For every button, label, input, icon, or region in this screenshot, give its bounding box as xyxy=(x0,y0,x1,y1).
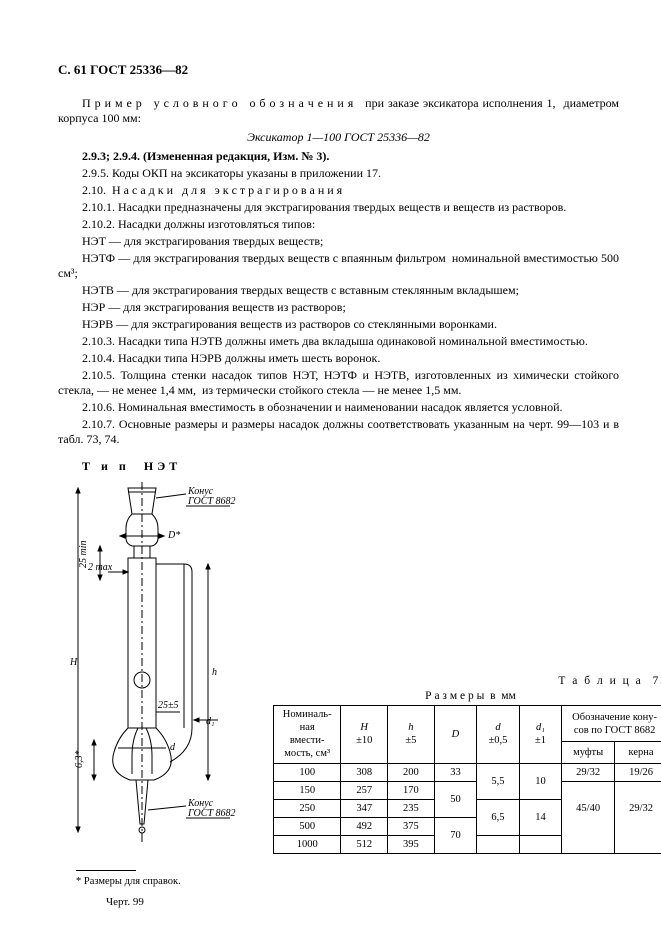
fig-dim-25min: 25 min xyxy=(78,541,89,569)
para-12: 2.10.5. Толщина стенки насадок типов НЭТ… xyxy=(58,368,619,398)
table-column: Т а б л и ц а 73 Р а з м е р ы в мм Номи… xyxy=(273,674,661,854)
dimensions-table: Номиналь- ная вмести- мость, см³ H ±10 h… xyxy=(273,705,661,854)
col-mufty: муфты xyxy=(562,742,615,763)
col-h: h ±5 xyxy=(388,706,435,764)
para-6: НЭТФ — для экстрагирования твердых вещес… xyxy=(58,251,619,281)
col-d1: d₁ ±1 xyxy=(519,706,562,764)
figure-caption: Черт. 99 xyxy=(106,896,263,910)
body-text: П р и м е р у с л о в н о г о о б о з н … xyxy=(58,96,619,447)
fig-dim-d: d xyxy=(170,742,176,753)
example-lead: П р и м е р у с л о в н о г о о б о з н … xyxy=(58,96,619,126)
fig-gost-bot: ГОСТ 8682 xyxy=(187,808,236,819)
table-row: 100 308 200 33 5,5 10 29/32 19/26 xyxy=(274,763,661,781)
footnote-text: * Размеры для справок. xyxy=(76,875,263,888)
col-kerna: керна xyxy=(615,742,661,763)
example-designation: Эксикатор 1—100 ГОСТ 25336—82 xyxy=(58,130,619,145)
para-0: 2.9.3; 2.9.4. (Измененная редакция, Изм.… xyxy=(58,149,619,164)
fig-dim-25pm: 25±5 xyxy=(158,700,179,711)
fig-dim-D: D* xyxy=(167,530,180,541)
apparatus-drawing: Конус ГОСТ 8682 D* xyxy=(58,480,263,870)
figure-column: Т и п НЭТ Конус ГОСТ 8682 xyxy=(58,459,263,910)
lower-region: Т и п НЭТ Конус ГОСТ 8682 xyxy=(58,459,619,929)
fig-gost-top: ГОСТ 8682 xyxy=(187,496,236,507)
fig-dim-d1: d₁ xyxy=(206,716,214,727)
para-11: 2.10.4. Насадки типа НЭРВ должны иметь ш… xyxy=(58,351,619,366)
para-13: 2.10.6. Номинальная вместимость в обозна… xyxy=(58,400,619,415)
fig-dim-h: h xyxy=(212,667,217,678)
para-7: НЭТВ — для экстрагирования твердых вещес… xyxy=(58,283,619,298)
fig-dim-63: 6,3* xyxy=(74,751,85,769)
para-10: 2.10.3. Насадки типа НЭТВ должны иметь д… xyxy=(58,334,619,349)
para-5: НЭТ — для экстрагирования твердых вещест… xyxy=(58,234,619,249)
footnote-rule xyxy=(76,870,136,873)
figure-type-label: Т и п НЭТ xyxy=(82,459,263,474)
col-d: d ±0,5 xyxy=(477,706,520,764)
para-1: 2.9.5. Коды ОКП на эксикаторы указаны в … xyxy=(58,166,619,181)
table-number: Т а б л и ц а 73 xyxy=(558,674,661,688)
page-header: С. 61 ГОСТ 25336—82 xyxy=(58,62,619,78)
page: { "header": "С. 61 ГОСТ 25336—82", "intr… xyxy=(0,0,661,936)
col-group-cones: Обозначение кону- сов по ГОСТ 8682 xyxy=(562,706,661,742)
para-8: НЭР — для экстрагирования веществ из рас… xyxy=(58,300,619,315)
table-row: 150 257 170 50 45/40 29/32 xyxy=(274,781,661,799)
para-14: 2.10.7. Основные размеры и размеры насад… xyxy=(58,417,619,447)
para-3: 2.10.1. Насадки предназначены для экстра… xyxy=(58,200,619,215)
col-D: D xyxy=(434,706,477,764)
col-H: H ±10 xyxy=(341,706,388,764)
fig-dim-H: H xyxy=(69,657,78,668)
table-units: Р а з м е р ы в мм xyxy=(273,689,661,703)
para-4: 2.10.2. Насадки должны изготовляться тип… xyxy=(58,217,619,232)
col-nominal: Номиналь- ная вмести- мость, см³ xyxy=(274,706,341,764)
para-2: 2.10. Н а с а д к и д л я э к с т р а г … xyxy=(58,183,619,198)
para-9: НЭРВ — для экстрагирования веществ из ра… xyxy=(58,317,619,332)
